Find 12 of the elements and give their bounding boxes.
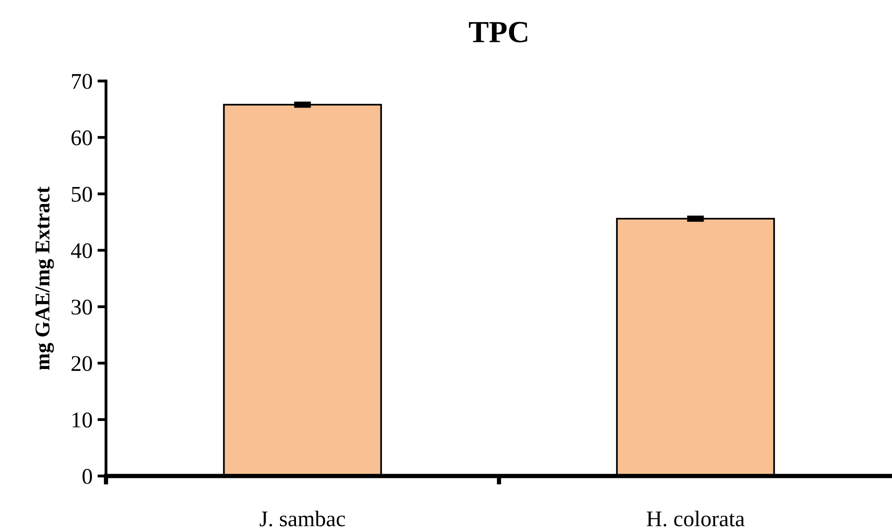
- y-tick-label: 60: [72, 130, 92, 146]
- y-tick-label: 20: [72, 356, 92, 372]
- y-axis-title: mg GAE/mg Extract: [36, 186, 54, 370]
- chart-title: TPC: [468, 22, 528, 42]
- y-tick-label: 40: [71, 243, 92, 258]
- y-tick-label: 30: [72, 300, 92, 315]
- x-tick-label: H. colorata: [646, 510, 745, 526]
- y-tick-label: 70: [72, 74, 92, 89]
- y-tick-label: 10: [72, 412, 92, 428]
- x-tick-label: J. sambac: [260, 510, 346, 526]
- y-tick-label: 50: [72, 186, 92, 202]
- y-tick-label: 0: [82, 468, 92, 484]
